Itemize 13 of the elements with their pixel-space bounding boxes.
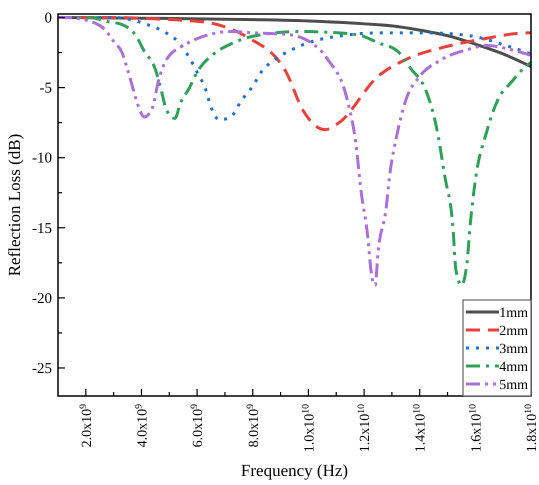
y-axis-title: Reflection Loss (dB) bbox=[5, 134, 24, 276]
y-tick-label: -25 bbox=[32, 360, 52, 377]
legend-label: 4mm bbox=[499, 360, 528, 375]
legend-label: 2mm bbox=[499, 324, 528, 339]
y-tick-label: -5 bbox=[40, 80, 52, 97]
y-tick-label: 0 bbox=[44, 10, 52, 27]
legend-label: 3mm bbox=[499, 342, 528, 357]
y-tick-label: -10 bbox=[32, 150, 52, 167]
x-axis-title: Frequency (Hz) bbox=[240, 461, 348, 480]
y-tick-label: -15 bbox=[32, 220, 52, 237]
legend-label: 5mm bbox=[499, 378, 528, 393]
legend-label: 1mm bbox=[499, 306, 528, 321]
y-tick-label: -20 bbox=[32, 290, 52, 307]
